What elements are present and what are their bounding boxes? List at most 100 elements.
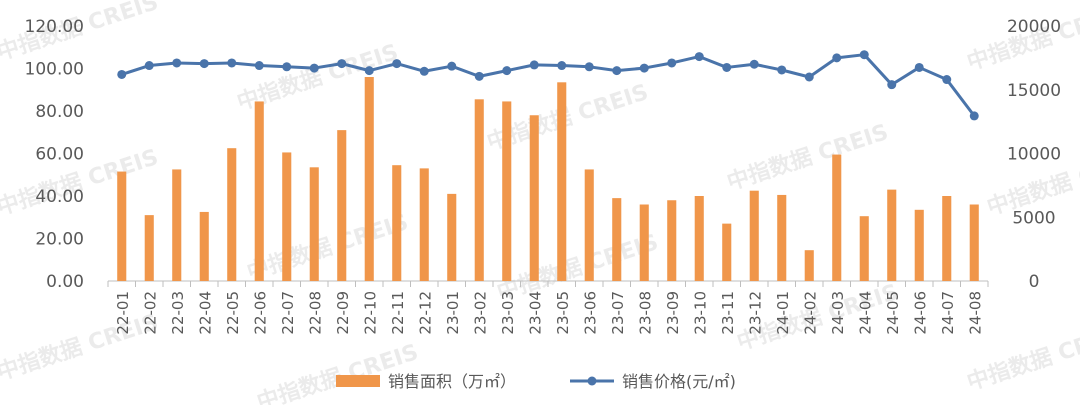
x-tick-label: 22-09 <box>334 291 352 335</box>
bar <box>117 171 127 281</box>
line-point <box>667 58 677 68</box>
legend-bar-swatch <box>336 375 380 387</box>
watermark-text: 中指数据 CREIS <box>0 309 161 386</box>
line-point <box>804 72 814 82</box>
x-tick-label: 23-09 <box>664 291 682 335</box>
bar <box>584 169 594 281</box>
bar <box>199 211 209 281</box>
bar <box>557 82 567 281</box>
bar <box>474 99 484 281</box>
line-point <box>529 60 539 70</box>
x-tick-label: 23-08 <box>636 291 654 335</box>
bar <box>502 101 512 281</box>
y-right-tick-label: 10000 <box>1007 145 1061 165</box>
line-point <box>639 63 649 73</box>
x-tick-label: 23-10 <box>691 291 709 335</box>
bar <box>914 209 924 281</box>
x-tick-label: 23-07 <box>609 291 627 335</box>
line-point <box>502 66 512 76</box>
bar <box>529 115 539 281</box>
x-tick-label: 23-05 <box>554 291 572 335</box>
x-tick-label: 24-06 <box>911 291 929 335</box>
x-tick-label: 22-07 <box>279 291 297 335</box>
x-tick-label: 23-11 <box>719 291 737 335</box>
line-point <box>777 65 787 75</box>
x-tick-label: 22-04 <box>196 291 214 335</box>
bar <box>612 198 622 281</box>
x-tick-label: 22-08 <box>306 291 324 335</box>
line-point <box>584 62 594 72</box>
x-tick-label: 24-01 <box>774 291 792 335</box>
x-tick-label: 22-12 <box>416 291 434 335</box>
bar <box>254 101 264 281</box>
x-tick-label: 22-10 <box>361 291 379 335</box>
y-left-tick-label: 80.00 <box>35 102 84 122</box>
line-point <box>364 66 374 76</box>
line-point <box>694 52 704 62</box>
line-point <box>474 71 484 81</box>
line-point <box>117 69 127 79</box>
x-tick-label: 24-03 <box>829 291 847 335</box>
x-tick-label: 22-11 <box>389 291 407 335</box>
y-left-tick-label: 60.00 <box>35 145 84 165</box>
y-right-tick-label: 5000 <box>1012 208 1055 228</box>
y-left-tick-label: 0.00 <box>46 272 84 292</box>
bar <box>639 204 649 281</box>
legend-line-label: 销售价格(元/㎡) <box>622 372 736 391</box>
bar <box>694 196 704 281</box>
line-point <box>282 62 292 72</box>
line-point <box>172 58 182 68</box>
bar <box>667 200 677 281</box>
line-point <box>227 58 237 68</box>
y-left-tick-label: 20.00 <box>35 230 84 250</box>
bar <box>832 154 842 281</box>
line-point <box>914 62 924 72</box>
bar <box>337 130 347 281</box>
line-point <box>254 61 264 71</box>
legend-line-marker <box>587 376 597 386</box>
x-tick-label: 24-04 <box>856 291 874 335</box>
x-tick-label: 22-02 <box>141 291 159 335</box>
line-point <box>309 63 319 73</box>
y-right-tick-label: 0 <box>1029 272 1040 292</box>
x-tick-label: 23-01 <box>444 291 462 335</box>
x-tick-label: 23-06 <box>581 291 599 335</box>
bar <box>392 165 402 281</box>
y-left-tick-label: 100.00 <box>25 60 84 80</box>
x-tick-label: 24-02 <box>801 291 819 335</box>
line-point <box>887 80 897 90</box>
x-tick-label: 23-03 <box>499 291 517 335</box>
bar <box>447 193 457 281</box>
line-point <box>337 59 347 69</box>
bar <box>172 169 182 281</box>
bar <box>942 196 952 281</box>
x-tick-label: 22-01 <box>114 291 132 335</box>
bar <box>887 189 897 281</box>
bar <box>144 215 154 281</box>
line-point <box>942 75 952 85</box>
line-point <box>859 50 869 60</box>
line-point <box>749 59 759 69</box>
x-tick-label: 22-05 <box>224 291 242 335</box>
x-tick-label: 23-02 <box>471 291 489 335</box>
bar <box>419 168 429 281</box>
x-tick-label: 24-05 <box>884 291 902 335</box>
line-point <box>419 66 429 76</box>
bar <box>722 223 732 281</box>
line-point <box>557 61 567 71</box>
y-right-tick-label: 15000 <box>1007 81 1061 101</box>
legend-bar-label: 销售面积（万㎡） <box>388 372 516 391</box>
watermark-text: 中指数据 CREIS <box>724 119 892 196</box>
line-point <box>612 66 622 76</box>
line-point <box>199 59 209 69</box>
bar <box>364 77 374 281</box>
bar <box>227 148 237 281</box>
line-point <box>447 61 457 71</box>
x-tick-label: 22-03 <box>169 291 187 335</box>
x-tick-label: 24-08 <box>966 291 984 335</box>
line-point <box>144 61 154 71</box>
bar <box>282 152 292 281</box>
watermark-text: 中指数据 CREIS <box>964 0 1080 76</box>
